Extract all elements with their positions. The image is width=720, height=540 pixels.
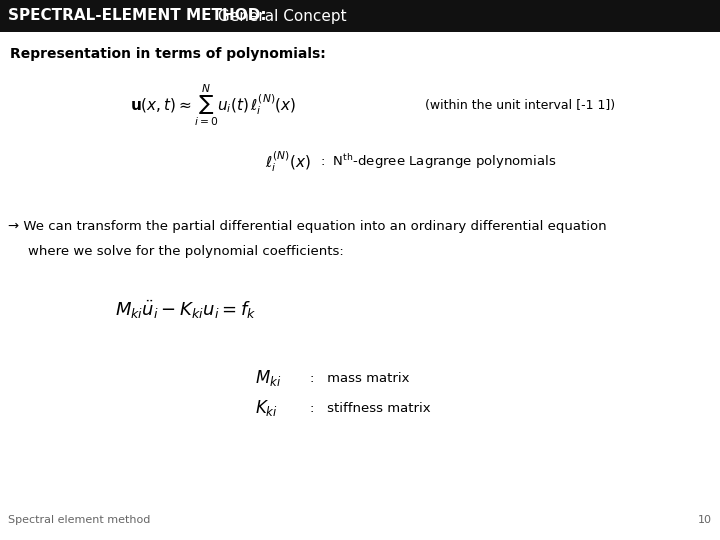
Text: $K_{ki}$: $K_{ki}$ bbox=[255, 398, 278, 418]
Text: $\ell_i^{(N)}(x)$: $\ell_i^{(N)}(x)$ bbox=[265, 150, 311, 174]
Text: $\mathbf{u}(x,t) \approx \sum_{i=0}^{N} u_i(t)\,\ell_i^{(N)}(x)$: $\mathbf{u}(x,t) \approx \sum_{i=0}^{N} … bbox=[130, 82, 296, 128]
Text: → We can transform the partial differential equation into an ordinary differenti: → We can transform the partial different… bbox=[8, 220, 607, 233]
Text: :  N$^{\mathrm{th}}$-degree Lagrange polynomials: : N$^{\mathrm{th}}$-degree Lagrange poly… bbox=[320, 152, 557, 172]
Bar bbox=[0, 0, 720, 32]
Text: Spectral element method: Spectral element method bbox=[8, 515, 150, 525]
Text: $M_{ki}$: $M_{ki}$ bbox=[255, 368, 282, 388]
Text: :   stiffness matrix: : stiffness matrix bbox=[310, 402, 431, 415]
Text: SPECTRAL-ELEMENT METHOD:: SPECTRAL-ELEMENT METHOD: bbox=[8, 9, 266, 24]
Text: Representation in terms of polynomials:: Representation in terms of polynomials: bbox=[10, 47, 325, 61]
Text: General Concept: General Concept bbox=[213, 9, 347, 24]
Text: (within the unit interval [-1 1]): (within the unit interval [-1 1]) bbox=[425, 98, 615, 111]
Text: where we solve for the polynomial coefficients:: where we solve for the polynomial coeffi… bbox=[28, 245, 343, 258]
Text: :   mass matrix: : mass matrix bbox=[310, 372, 410, 384]
Text: 10: 10 bbox=[698, 515, 712, 525]
Text: $M_{ki}\ddot{u}_i - K_{ki}u_i = f_k$: $M_{ki}\ddot{u}_i - K_{ki}u_i = f_k$ bbox=[115, 299, 256, 321]
